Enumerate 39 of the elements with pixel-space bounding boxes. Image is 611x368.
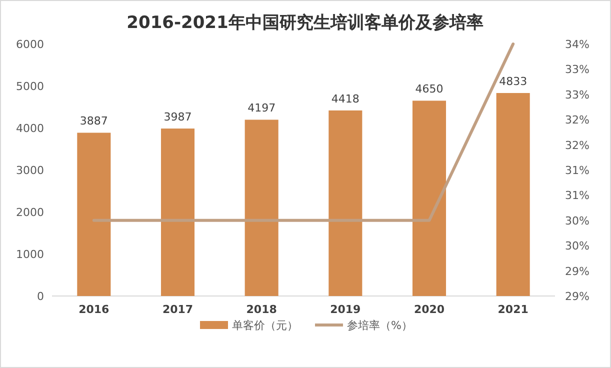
- bar: [160, 128, 195, 296]
- data-label: 4197: [248, 102, 276, 115]
- bar: [77, 132, 111, 296]
- y-tick-label: 0: [37, 290, 44, 303]
- y2-tick-label: 32%: [565, 114, 590, 127]
- y2-tick-label: 33%: [565, 88, 590, 102]
- chart-title: 2016-2021年中国研究生培训客单价及参培率: [126, 13, 484, 33]
- data-label: 4833: [499, 75, 528, 88]
- data-label: 4418: [331, 92, 360, 106]
- y-tick-label: 6000: [16, 38, 44, 51]
- data-label: 3887: [80, 114, 108, 128]
- x-tick-label: 2020: [414, 303, 445, 316]
- x-tick-label: 2019: [330, 303, 361, 316]
- x-tick-label: 2021: [498, 303, 528, 316]
- legend-label: 参培率（%）: [347, 319, 412, 332]
- x-tick-label: 2018: [246, 303, 277, 316]
- y-tick-label: 1000: [16, 248, 44, 261]
- y2-tick-label: 30%: [565, 240, 590, 253]
- x-tick-label: 2017: [162, 303, 194, 316]
- bar: [244, 120, 278, 296]
- bar: [496, 93, 530, 296]
- y-tick-label: 4000: [16, 122, 44, 135]
- y-tick-label: 5000: [16, 80, 44, 93]
- y2-tick-label: 31%: [565, 189, 590, 202]
- y2-tick-label: 31%: [565, 164, 590, 177]
- y2-tick-label: 29%: [565, 290, 590, 303]
- bar: [412, 100, 446, 296]
- bar: [328, 110, 362, 296]
- y2-tick-label: 29%: [565, 264, 590, 278]
- data-label: 3987: [164, 110, 192, 124]
- x-tick-label: 2016: [78, 303, 110, 316]
- y2-tick-label: 33%: [565, 63, 590, 76]
- y2-tick-label: 32%: [565, 138, 590, 152]
- y2-tick-label: 34%: [565, 38, 590, 51]
- y-tick-label: 2000: [16, 206, 44, 219]
- y2-tick-label: 30%: [565, 214, 590, 228]
- data-label: 4650: [415, 82, 444, 96]
- legend-label: 单客价（元）: [232, 319, 298, 332]
- y-tick-label: 3000: [16, 164, 44, 177]
